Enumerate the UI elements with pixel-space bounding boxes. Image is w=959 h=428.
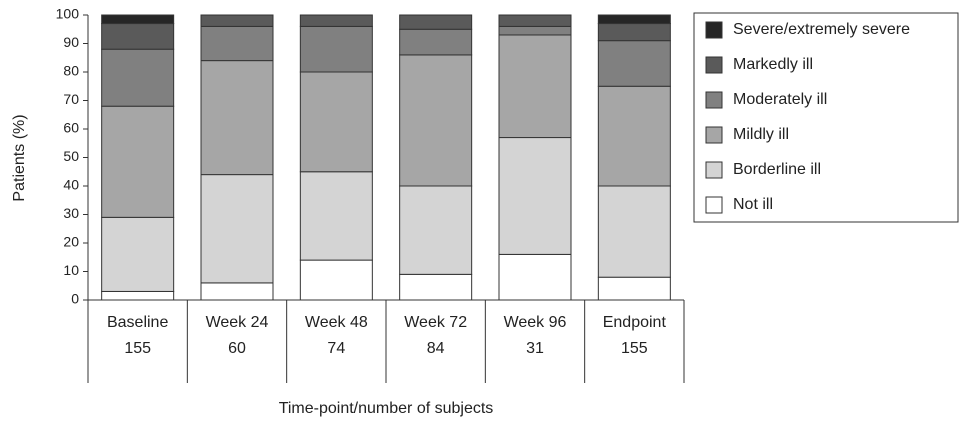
subject-count: 74 [327, 340, 345, 357]
y-tick-label: 40 [63, 177, 79, 193]
legend-box [693, 12, 959, 223]
subject-count: 31 [526, 340, 544, 357]
y-tick-label: 100 [56, 6, 80, 22]
bar-segment [101, 105, 175, 218]
bar-segment [399, 14, 473, 30]
bar-segment [399, 273, 473, 301]
legend-swatch [705, 161, 723, 179]
bar-segment [101, 216, 175, 292]
bar-segment [101, 290, 175, 301]
bar-segment [299, 71, 373, 173]
bar-segment [101, 48, 175, 107]
legend-label: Markedly ill [733, 56, 813, 73]
y-tick-label: 20 [63, 234, 79, 250]
bar-segment [597, 14, 671, 25]
legend-swatch [705, 21, 723, 39]
bar-segment [597, 276, 671, 301]
bar-segment [299, 25, 373, 73]
bar-segment [399, 54, 473, 187]
bar-segment [101, 14, 175, 25]
bar-segment [299, 259, 373, 301]
legend-label: Mildly ill [733, 126, 789, 143]
y-tick-label: 10 [63, 262, 79, 278]
bar-segment [399, 28, 473, 56]
x-tick-label: Week 48 [305, 314, 368, 331]
legend-label: Not ill [733, 196, 773, 213]
legend-label: Severe/extremely severe [733, 21, 910, 38]
x-tick-label: Week 72 [404, 314, 467, 331]
bar-segment [299, 14, 373, 27]
x-tick-label: Week 24 [206, 314, 269, 331]
x-axis-title: Time-point/number of subjects [279, 400, 494, 417]
subject-count: 60 [228, 340, 246, 357]
legend-label: Borderline ill [733, 161, 821, 178]
bar-segment [498, 25, 572, 36]
bar-segment [200, 25, 274, 62]
legend-swatch [705, 56, 723, 74]
bar-segment [101, 23, 175, 50]
legend-swatch [705, 126, 723, 144]
bar-segment [597, 23, 671, 42]
subject-count: 155 [124, 340, 151, 357]
bar-segment [200, 174, 274, 284]
bar-segment [597, 85, 671, 187]
subject-count: 155 [621, 340, 648, 357]
x-tick-label: Week 96 [504, 314, 567, 331]
x-tick-label: Baseline [107, 314, 168, 331]
bar-segment [498, 253, 572, 301]
y-tick-label: 90 [63, 34, 79, 50]
y-tick-label: 50 [63, 148, 79, 164]
y-axis-title: Patients (%) [11, 114, 28, 201]
bar-segment [200, 282, 274, 301]
subject-count: 84 [427, 340, 445, 357]
bar-segment [498, 14, 572, 27]
x-tick-label: Endpoint [603, 314, 667, 331]
bar-segment [597, 185, 671, 278]
y-tick-label: 0 [71, 291, 79, 307]
legend-swatch [705, 196, 723, 214]
y-tick-label: 80 [63, 63, 79, 79]
bar-segment [597, 40, 671, 87]
bar-segment [200, 60, 274, 176]
y-tick-label: 30 [63, 205, 79, 221]
legend-swatch [705, 91, 723, 109]
bar-segment [200, 14, 274, 27]
y-tick-label: 70 [63, 91, 79, 107]
bar-segment [399, 185, 473, 275]
bar-segment [498, 137, 572, 255]
y-tick-label: 60 [63, 120, 79, 136]
bar-segment [498, 34, 572, 139]
legend-label: Moderately ill [733, 91, 827, 108]
bar-segment [299, 171, 373, 261]
